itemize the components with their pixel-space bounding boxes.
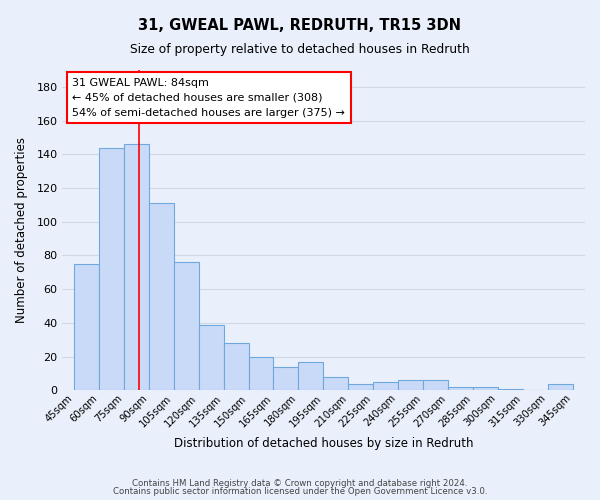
Bar: [298, 362, 323, 390]
Text: Contains public sector information licensed under the Open Government Licence v3: Contains public sector information licen…: [113, 487, 487, 496]
Bar: [74, 264, 99, 390]
Bar: [348, 384, 373, 390]
Text: Contains HM Land Registry data © Crown copyright and database right 2024.: Contains HM Land Registry data © Crown c…: [132, 478, 468, 488]
Text: Size of property relative to detached houses in Redruth: Size of property relative to detached ho…: [130, 42, 470, 56]
Bar: [99, 148, 124, 390]
Bar: [174, 262, 199, 390]
Bar: [323, 377, 348, 390]
Bar: [448, 387, 473, 390]
Bar: [423, 380, 448, 390]
Bar: [548, 384, 572, 390]
Bar: [149, 203, 174, 390]
Bar: [473, 387, 498, 390]
Bar: [498, 388, 523, 390]
Bar: [398, 380, 423, 390]
Bar: [248, 356, 274, 390]
Bar: [274, 366, 298, 390]
X-axis label: Distribution of detached houses by size in Redruth: Distribution of detached houses by size …: [173, 437, 473, 450]
Text: 31 GWEAL PAWL: 84sqm
← 45% of detached houses are smaller (308)
54% of semi-deta: 31 GWEAL PAWL: 84sqm ← 45% of detached h…: [72, 78, 345, 118]
Bar: [224, 343, 248, 390]
Text: 31, GWEAL PAWL, REDRUTH, TR15 3DN: 31, GWEAL PAWL, REDRUTH, TR15 3DN: [139, 18, 461, 32]
Bar: [373, 382, 398, 390]
Y-axis label: Number of detached properties: Number of detached properties: [15, 137, 28, 323]
Bar: [199, 324, 224, 390]
Bar: [124, 144, 149, 390]
